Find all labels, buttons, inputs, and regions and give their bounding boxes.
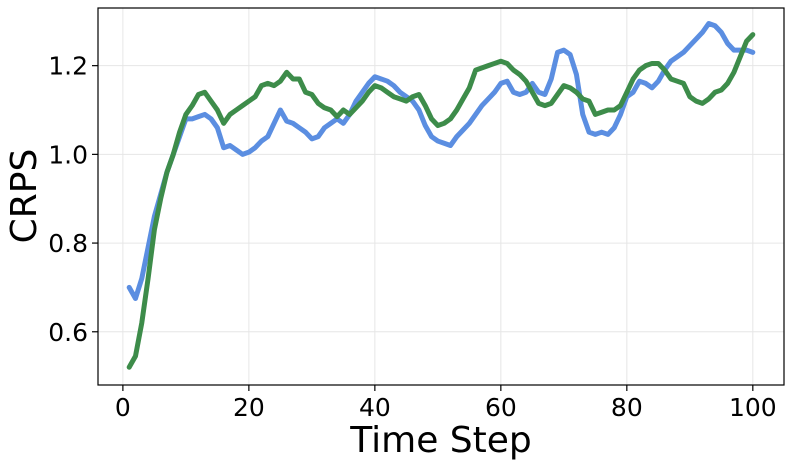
series-line-1 bbox=[126, 21, 756, 302]
tick-group: 0 20 40 60 80 100 0.6 0.8 1.0 1.2 bbox=[48, 52, 776, 422]
x-tick-label: 20 bbox=[233, 393, 265, 422]
series-group bbox=[126, 21, 756, 370]
x-tick-label: 60 bbox=[485, 393, 517, 422]
x-axis-label: Time Step bbox=[349, 420, 532, 461]
x-tick-label: 80 bbox=[611, 393, 643, 422]
series-line-2 bbox=[126, 32, 756, 370]
plot-frame bbox=[97, 7, 785, 386]
y-tick-label: 1.2 bbox=[48, 52, 88, 81]
y-tick-label: 0.8 bbox=[48, 229, 88, 258]
x-tick-label: 100 bbox=[729, 393, 777, 422]
x-tick-label: 40 bbox=[359, 393, 391, 422]
y-tick-label: 1.0 bbox=[48, 140, 88, 169]
y-tick-label: 0.6 bbox=[48, 318, 88, 347]
x-tick-label: 0 bbox=[115, 393, 131, 422]
grid bbox=[98, 8, 784, 385]
y-axis-label: CRPS bbox=[4, 149, 45, 244]
